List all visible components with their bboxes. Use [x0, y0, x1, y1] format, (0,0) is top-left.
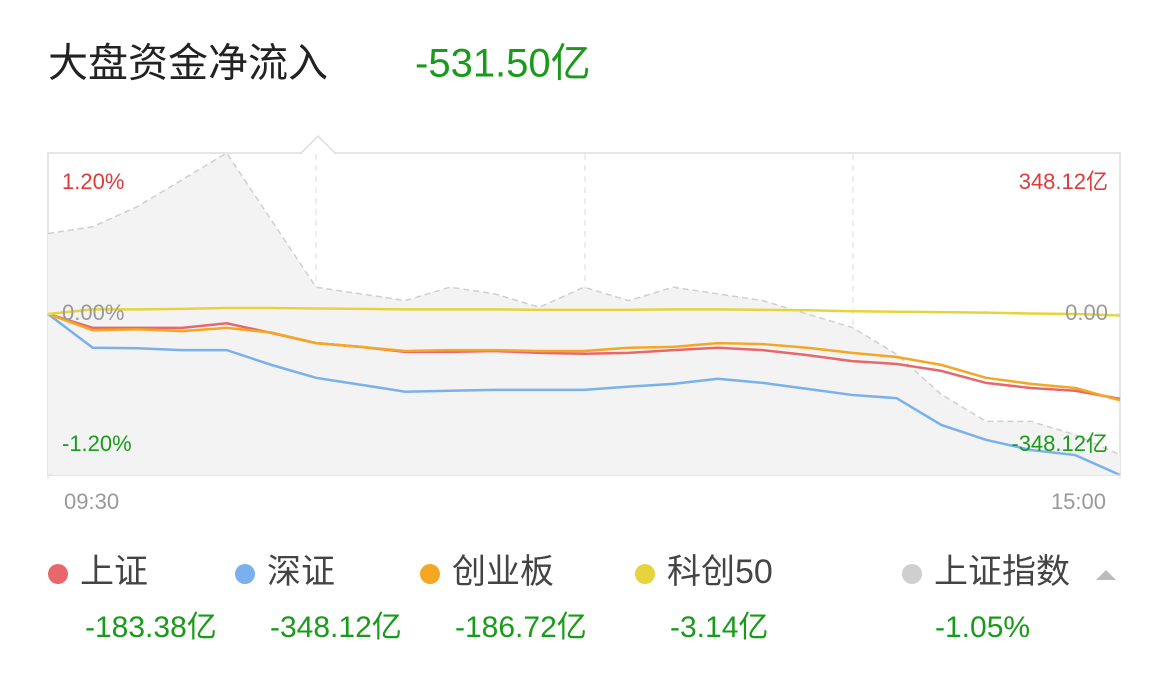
legend-dot	[48, 564, 68, 584]
legend-value: -3.14亿	[670, 611, 768, 644]
legend-label: 上证指数	[934, 553, 1070, 591]
y-tick-label: -1.20%	[62, 431, 132, 456]
chart-title: 大盘资金净流入	[48, 42, 328, 86]
area	[48, 153, 1120, 475]
pointer-notch	[299, 134, 337, 155]
line	[47, 306, 1121, 317]
legend-label: 深证	[267, 553, 335, 591]
legend-value: -186.72亿	[455, 611, 587, 644]
legend-label: 上证	[80, 553, 148, 591]
y2-tick-label: -348.12亿	[1011, 431, 1108, 456]
legend-label: 创业板	[452, 553, 554, 591]
y-tick-label: 0.00%	[62, 300, 124, 325]
legend-dot	[635, 564, 655, 584]
x-tick-label: 15:00	[1051, 489, 1106, 514]
legend-label: 科创50	[667, 553, 773, 591]
line	[47, 313, 1121, 477]
y2-tick-label: 0.00	[1065, 300, 1108, 325]
legend-value: -183.38亿	[85, 611, 217, 644]
title-value: -531.50亿	[415, 42, 591, 86]
y-tick-label: 1.20%	[62, 169, 124, 194]
legend-dot	[420, 564, 440, 584]
line	[47, 312, 1121, 402]
legend-value: -1.05%	[935, 611, 1030, 644]
legend-value: -348.12亿	[270, 611, 402, 644]
legend-dot	[235, 564, 255, 584]
marks	[47, 151, 1121, 477]
line	[47, 312, 1121, 401]
legend-dot	[902, 564, 922, 584]
collapse-caret[interactable]	[1096, 570, 1116, 580]
x-tick-label: 09:30	[64, 489, 119, 514]
y2-tick-label: 348.12亿	[1019, 169, 1108, 194]
